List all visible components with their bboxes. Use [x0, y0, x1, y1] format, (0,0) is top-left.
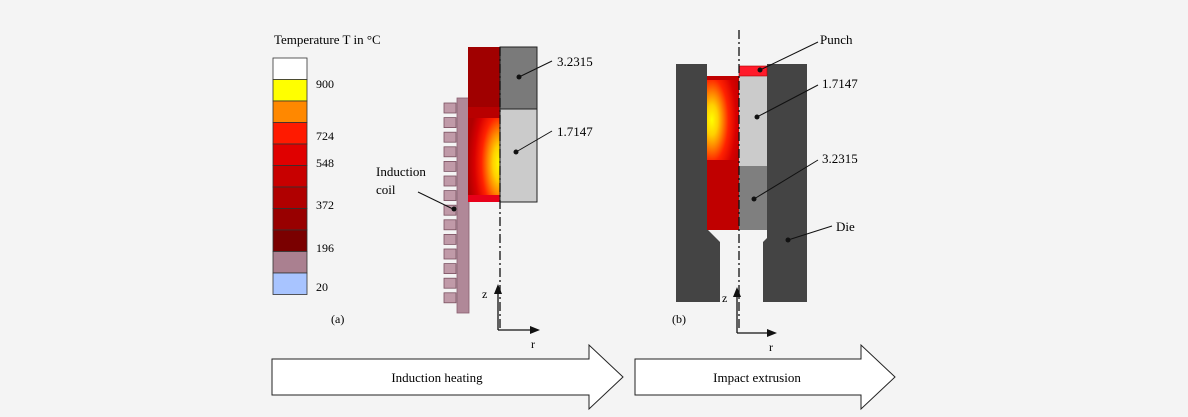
- coil-turn: [443, 190, 457, 202]
- axis-r-label-a: r: [531, 337, 535, 351]
- coil-turn: [443, 117, 457, 128]
- legend-swatch: [272, 272, 308, 295]
- axis-r-label-b: r: [769, 340, 773, 354]
- legend-swatch: [272, 122, 308, 145]
- legend-tick-372: 372: [316, 198, 334, 212]
- r-axis-arrowhead: [530, 326, 540, 334]
- legend-swatch: [272, 100, 308, 123]
- temperature-field-a: [468, 118, 500, 200]
- coil-turn: [443, 146, 457, 158]
- legend-swatch: [272, 57, 308, 80]
- axis-z-label-a: z: [482, 287, 487, 301]
- label-1-7147-a: 1.7147: [557, 124, 593, 139]
- legend-swatch: [272, 79, 308, 102]
- coil-label-1: Induction: [376, 164, 426, 179]
- temperature-field-b: [707, 80, 739, 160]
- panel-b-label: (b): [672, 312, 686, 326]
- legend-swatch: [272, 208, 308, 231]
- legend-title: Temperature T in °C: [274, 32, 381, 47]
- die-left: [676, 64, 720, 302]
- legend-swatch: [272, 165, 308, 188]
- r-axis-arrowhead: [767, 329, 777, 337]
- leader-line: [518, 60, 553, 78]
- leader-line: [417, 191, 454, 210]
- leader-line: [515, 130, 553, 153]
- workpiece-upper-zone: [468, 47, 500, 107]
- arrow-label-impact-extrusion: Impact extrusion: [713, 370, 801, 385]
- label-punch: Punch: [820, 32, 853, 47]
- material-1-7147-b: [739, 76, 767, 166]
- legend-tick-196: 196: [316, 241, 334, 255]
- coil-turn: [443, 277, 457, 289]
- leader-line: [756, 84, 819, 118]
- arrow-induction-heating: [271, 343, 624, 411]
- workpiece-bottom-edge: [468, 195, 500, 202]
- label-3-2315-b: 3.2315: [822, 151, 858, 166]
- arrow-label-induction-heating: Induction heating: [391, 370, 483, 385]
- leader-line: [759, 41, 819, 71]
- label-1-7147-b: 1.7147: [822, 76, 858, 91]
- induction-coil: [443, 102, 457, 304]
- z-axis-arrowhead: [494, 284, 502, 294]
- coil-support: [456, 97, 470, 314]
- legend-swatch: [272, 251, 308, 274]
- coil-turn: [443, 219, 457, 231]
- die-right: [763, 64, 807, 302]
- legend-tick-724: 724: [316, 129, 334, 143]
- legend-tick-20: 20: [316, 280, 328, 294]
- leader-line: [787, 225, 833, 241]
- coil-turn: [443, 175, 457, 187]
- punch: [738, 65, 768, 77]
- legend-tick-548: 548: [316, 156, 334, 170]
- legend-colorbar: [272, 57, 308, 295]
- legend-swatch: [272, 229, 308, 252]
- coil-turn: [443, 160, 457, 172]
- coil-turn: [443, 263, 457, 275]
- coil-turn: [443, 248, 457, 260]
- label-3-2315-a: 3.2315: [557, 54, 593, 69]
- legend-tick-900: 900: [316, 77, 334, 91]
- leader-line: [753, 159, 819, 200]
- coil-turn: [443, 292, 457, 304]
- axis-z-label-b: z: [722, 291, 727, 305]
- panel-a-label: (a): [331, 312, 344, 326]
- legend-swatch: [272, 186, 308, 209]
- coil-turn: [443, 102, 457, 114]
- coil-turn: [443, 233, 457, 245]
- leader-dot: [451, 206, 457, 212]
- material-1-7147-a: [499, 108, 538, 203]
- coil-turn: [443, 131, 457, 143]
- coil-label-2: coil: [376, 182, 396, 197]
- label-die: Die: [836, 219, 855, 234]
- z-axis-arrowhead: [733, 287, 741, 297]
- arrow-impact-extrusion: [634, 343, 896, 411]
- legend-swatch: [272, 143, 308, 166]
